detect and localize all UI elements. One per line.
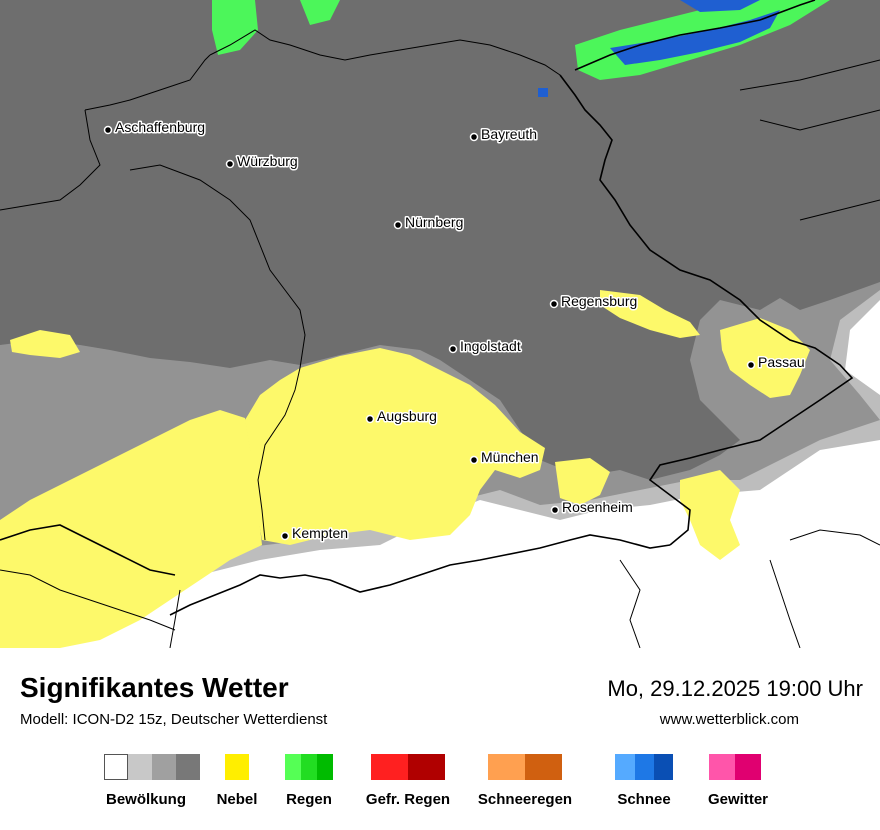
- snow-patch: [538, 88, 548, 97]
- overcast-area: [0, 0, 880, 480]
- city-kempten[interactable]: Kempten: [280, 524, 350, 543]
- svg-text:München: München: [481, 449, 539, 465]
- rain-area-north: [212, 0, 830, 80]
- legend-rain: Regen: [285, 754, 333, 808]
- city-muenchen[interactable]: München: [469, 448, 540, 467]
- legend-label-freezing-rain: Gefr. Regen: [365, 791, 451, 808]
- legend: Bewölkung Nebel Regen Gefr. Regen Schnee…: [0, 754, 880, 814]
- legend-swatch: [488, 754, 525, 780]
- city-nuernberg[interactable]: Nürnberg: [393, 213, 465, 232]
- legend-label-fog: Nebel: [216, 791, 258, 808]
- legend-swatch: [128, 754, 152, 780]
- country-borders: [0, 0, 854, 616]
- city-ingolstadt[interactable]: Ingolstadt: [448, 337, 522, 356]
- legend-swatch: [301, 754, 317, 780]
- legend-swatch: [371, 754, 408, 780]
- legend-swatch: [709, 754, 735, 780]
- fog-area-west: [0, 410, 262, 648]
- city-markers: Aschaffenburg Würzburg Bayreuth Nürnberg…: [103, 118, 806, 543]
- state-borders: [0, 29, 880, 648]
- svg-text:Bayreuth: Bayreuth: [481, 126, 537, 142]
- city-regensburg[interactable]: Regensburg: [549, 292, 639, 311]
- legend-snow: Schnee: [615, 754, 673, 808]
- svg-text:Rosenheim: Rosenheim: [562, 499, 633, 515]
- fog-area-regensburg: [600, 290, 700, 338]
- legend-swatch: [654, 754, 673, 780]
- city-rosenheim[interactable]: Rosenheim: [550, 498, 634, 517]
- city-bayreuth[interactable]: Bayreuth: [469, 125, 539, 144]
- svg-text:Kempten: Kempten: [292, 525, 348, 541]
- city-passau[interactable]: Passau: [746, 353, 806, 372]
- legend-swatch: [176, 754, 200, 780]
- legend-swatch: [615, 754, 635, 780]
- legend-label-sleet: Schneeregen: [477, 791, 573, 808]
- weather-map: Aschaffenburg Würzburg Bayreuth Nürnberg…: [0, 0, 880, 648]
- legend-swatch: [285, 754, 301, 780]
- legend-freezing-rain: Gefr. Regen: [366, 754, 450, 808]
- map-title: Signifikantes Wetter: [20, 672, 289, 703]
- legend-sleet: Schneeregen: [478, 754, 572, 808]
- svg-text:Würzburg: Würzburg: [237, 153, 298, 169]
- legend-thunderstorm: Gewitter: [708, 754, 768, 808]
- model-info: Modell: ICON-D2 15z, Deutscher Wetterdie…: [20, 711, 328, 728]
- snow-area-north: [610, 0, 780, 65]
- svg-text:Aschaffenburg: Aschaffenburg: [115, 119, 205, 135]
- city-aschaffenburg[interactable]: Aschaffenburg: [103, 118, 207, 137]
- svg-text:Nürnberg: Nürnberg: [405, 214, 463, 230]
- legend-swatch: [635, 754, 654, 780]
- city-wuerzburg[interactable]: Würzburg: [225, 152, 299, 171]
- legend-label-snow: Schnee: [617, 791, 671, 808]
- legend-cloud-swatches: [104, 754, 200, 780]
- svg-text:Passau: Passau: [758, 354, 805, 370]
- legend-cloud: Bewölkung: [104, 754, 200, 808]
- svg-text:Ingolstadt: Ingolstadt: [460, 338, 521, 354]
- legend-swatch: [735, 754, 761, 780]
- legend-swatch: [152, 754, 176, 780]
- fog-area-main: [245, 348, 545, 545]
- legend-swatch: [408, 754, 445, 780]
- city-augsburg[interactable]: Augsburg: [365, 407, 438, 426]
- legend-swatch: [104, 754, 128, 780]
- svg-text:Augsburg: Augsburg: [377, 408, 437, 424]
- fog-area-southeast: [555, 458, 740, 560]
- forecast-datetime: Mo, 29.12.2025 19:00 Uhr: [607, 676, 863, 701]
- legend-swatch: [525, 754, 562, 780]
- legend-fog: Nebel: [217, 754, 257, 808]
- legend-label-cloud: Bewölkung: [105, 791, 187, 808]
- legend-swatch: [317, 754, 333, 780]
- legend-label-rain: Regen: [286, 791, 332, 808]
- website-link[interactable]: www.wetterblick.com: [659, 711, 799, 728]
- legend-label-thunderstorm: Gewitter: [707, 791, 769, 808]
- fog-area-northwest: [10, 330, 80, 358]
- svg-text:Regensburg: Regensburg: [561, 293, 637, 309]
- legend-swatch: [225, 754, 249, 780]
